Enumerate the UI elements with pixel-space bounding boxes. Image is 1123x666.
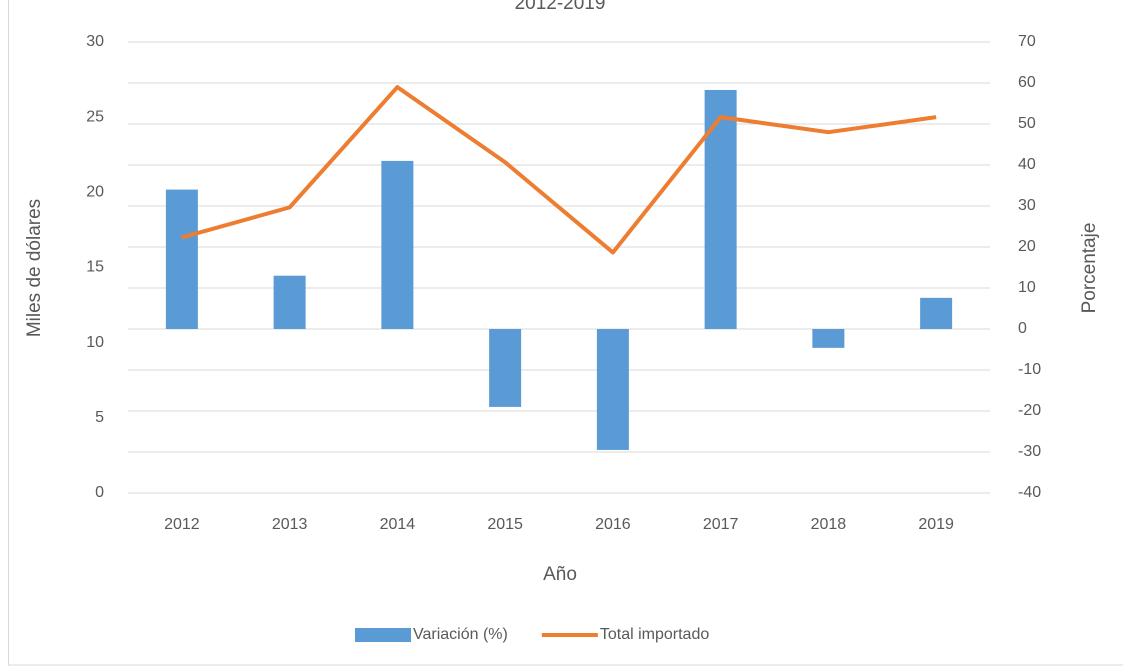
x-tick-label: 2017 <box>703 516 739 533</box>
line <box>181 85 937 255</box>
x-tick-label: 2015 <box>487 516 523 533</box>
y2-tick-label: -40 <box>1018 484 1041 501</box>
y-tick-label: 5 <box>95 409 104 426</box>
y-tick-label: 0 <box>95 484 104 501</box>
y2-tick-label: 30 <box>1018 197 1036 214</box>
bar <box>596 329 629 450</box>
bar <box>704 89 737 329</box>
x-tick-label: 2019 <box>918 516 954 533</box>
legend-label: Variación (%) <box>413 626 508 643</box>
x-tick-label: 2013 <box>272 516 308 533</box>
y-tick-label: 25 <box>86 108 104 125</box>
y-tick-label: 10 <box>86 334 104 351</box>
y-tick-label: 15 <box>86 259 104 276</box>
y2-tick-label: 60 <box>1018 74 1036 91</box>
bar <box>381 160 414 329</box>
x-axis-title: Año <box>543 564 577 585</box>
y-tick-label: 20 <box>86 184 104 201</box>
y2-tick-label: -30 <box>1018 443 1041 460</box>
y2-tick-label: -20 <box>1018 402 1041 419</box>
y-axis-title: Miles de dólares <box>24 199 45 337</box>
x-tick-label: 2012 <box>164 516 200 533</box>
bar <box>489 329 522 407</box>
legend-swatch <box>355 628 411 642</box>
y-tick-label: 30 <box>86 33 104 50</box>
bar <box>273 275 306 329</box>
x-tick-label: 2018 <box>811 516 847 533</box>
y2-tick-label: 50 <box>1018 115 1036 132</box>
chart-title: 2012-2019 <box>515 0 606 14</box>
y2-tick-label: -10 <box>1018 361 1041 378</box>
y2-tick-label: 40 <box>1018 156 1036 173</box>
y2-tick-label: 0 <box>1018 320 1027 337</box>
y2-tick-label: 70 <box>1018 33 1036 50</box>
legend-label: Total importado <box>600 626 709 643</box>
chart-frame <box>8 0 1123 666</box>
y2-axis-title: Porcentaje <box>1079 223 1100 314</box>
x-tick-label: 2014 <box>380 516 416 533</box>
bar <box>812 329 845 348</box>
y2-tick-label: 10 <box>1018 279 1036 296</box>
bar <box>165 189 198 329</box>
bar <box>920 297 953 329</box>
y2-tick-label: 20 <box>1018 238 1036 255</box>
x-tick-label: 2016 <box>595 516 631 533</box>
